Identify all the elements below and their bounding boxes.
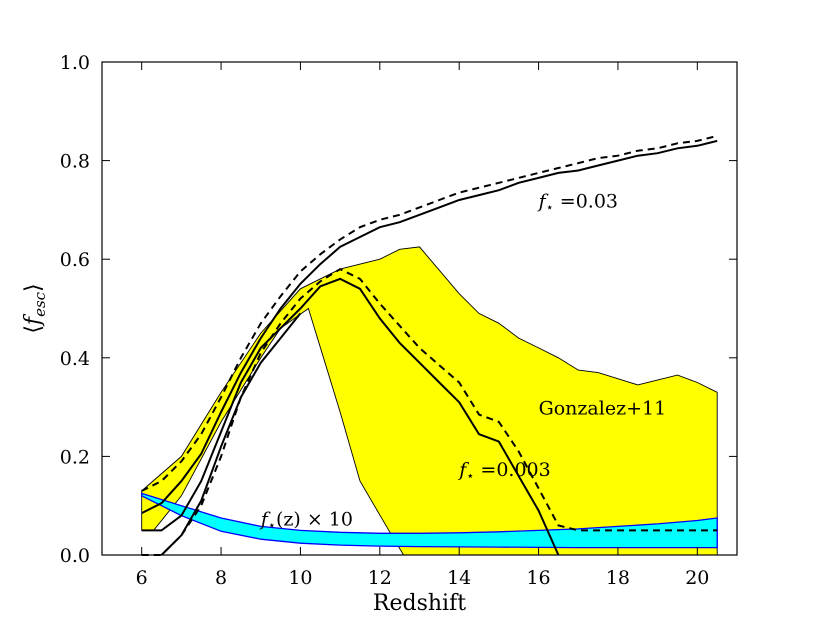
annotation-f-z-x-10: f⋆(z) × 10 [259, 508, 353, 533]
annotation-f-0-03: f⋆ =0.03 [537, 190, 618, 215]
x-tick-label: 14 [447, 567, 471, 589]
y-tick-label: 0.0 [60, 545, 90, 567]
band-f-z-x-10 [141, 492, 718, 549]
ticks-layer: 6 8 10 12 14 16 18 20 0.0 0.2 0.4 0.6 0.8 1.0 [60, 52, 737, 589]
series-lower-bound-solid [160, 312, 302, 556]
series-f-0-03-solid [141, 139, 718, 514]
x-tick-label: 20 [685, 567, 709, 589]
y-tick-label: 1.0 [60, 52, 90, 74]
y-axis-langle: ⟨ [21, 325, 46, 334]
x-axis-title: Redshift [373, 591, 466, 616]
plot-frame [101, 61, 738, 556]
x-tick-label: 8 [215, 567, 227, 589]
x-tick-label: 18 [606, 567, 630, 589]
y-tick-label: 0.2 [60, 446, 90, 468]
y-tick-label: 0.4 [60, 348, 90, 370]
x-tick-label: 16 [526, 567, 550, 589]
y-axis-rangle: ⟩ [21, 283, 46, 292]
x-tick-label: 10 [288, 567, 312, 589]
series-f-0-003-solid [141, 277, 560, 556]
y-tick-label: 0.8 [60, 151, 90, 173]
x-tick-label: 6 [136, 567, 148, 589]
x-tick-label: 12 [368, 567, 392, 589]
y-axis-sub: esc [31, 291, 49, 317]
lines-layer [141, 134, 718, 556]
series-f-0-003-dashed [141, 267, 718, 556]
series-f-0-03-dashed [141, 134, 718, 492]
annotations-layer: f⋆ =0.03 Gonzalez+11 f⋆ =0.003 f⋆(z) × 10 [259, 190, 666, 533]
annotation-gonzalez-11: Gonzalez+11 [539, 397, 667, 419]
annotation-f-0-003: f⋆ =0.003 [457, 459, 551, 484]
y-tick-label: 0.6 [60, 249, 90, 271]
